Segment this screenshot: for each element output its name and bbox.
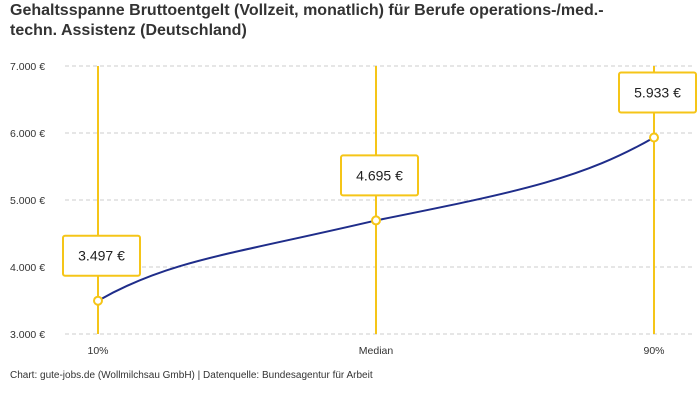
x-tick-label: Median (359, 345, 394, 357)
x-tick-label: 90% (643, 345, 664, 357)
y-tick-label: 7.000 € (10, 61, 45, 73)
x-tick-label: 10% (87, 345, 108, 357)
data-label: 5.933 € (634, 84, 681, 100)
data-label: 4.695 € (356, 167, 403, 183)
chart-source: Chart: gute-jobs.de (Wollmilchsau GmbH) … (10, 370, 373, 381)
data-label-box (62, 234, 141, 277)
data-label-box (618, 71, 697, 114)
y-tick-label: 3.000 € (10, 329, 45, 341)
data-point (371, 215, 381, 226)
data-label-box (340, 154, 419, 197)
y-tick-label: 5.000 € (10, 195, 45, 207)
y-tick-label: 4.000 € (10, 262, 45, 274)
data-label: 3.497 € (78, 248, 125, 264)
chart-title: Gehaltsspanne Bruttoentgelt (Vollzeit, m… (10, 2, 604, 39)
data-point (93, 295, 103, 306)
y-tick-label: 6.000 € (10, 128, 45, 140)
data-point (649, 132, 659, 143)
